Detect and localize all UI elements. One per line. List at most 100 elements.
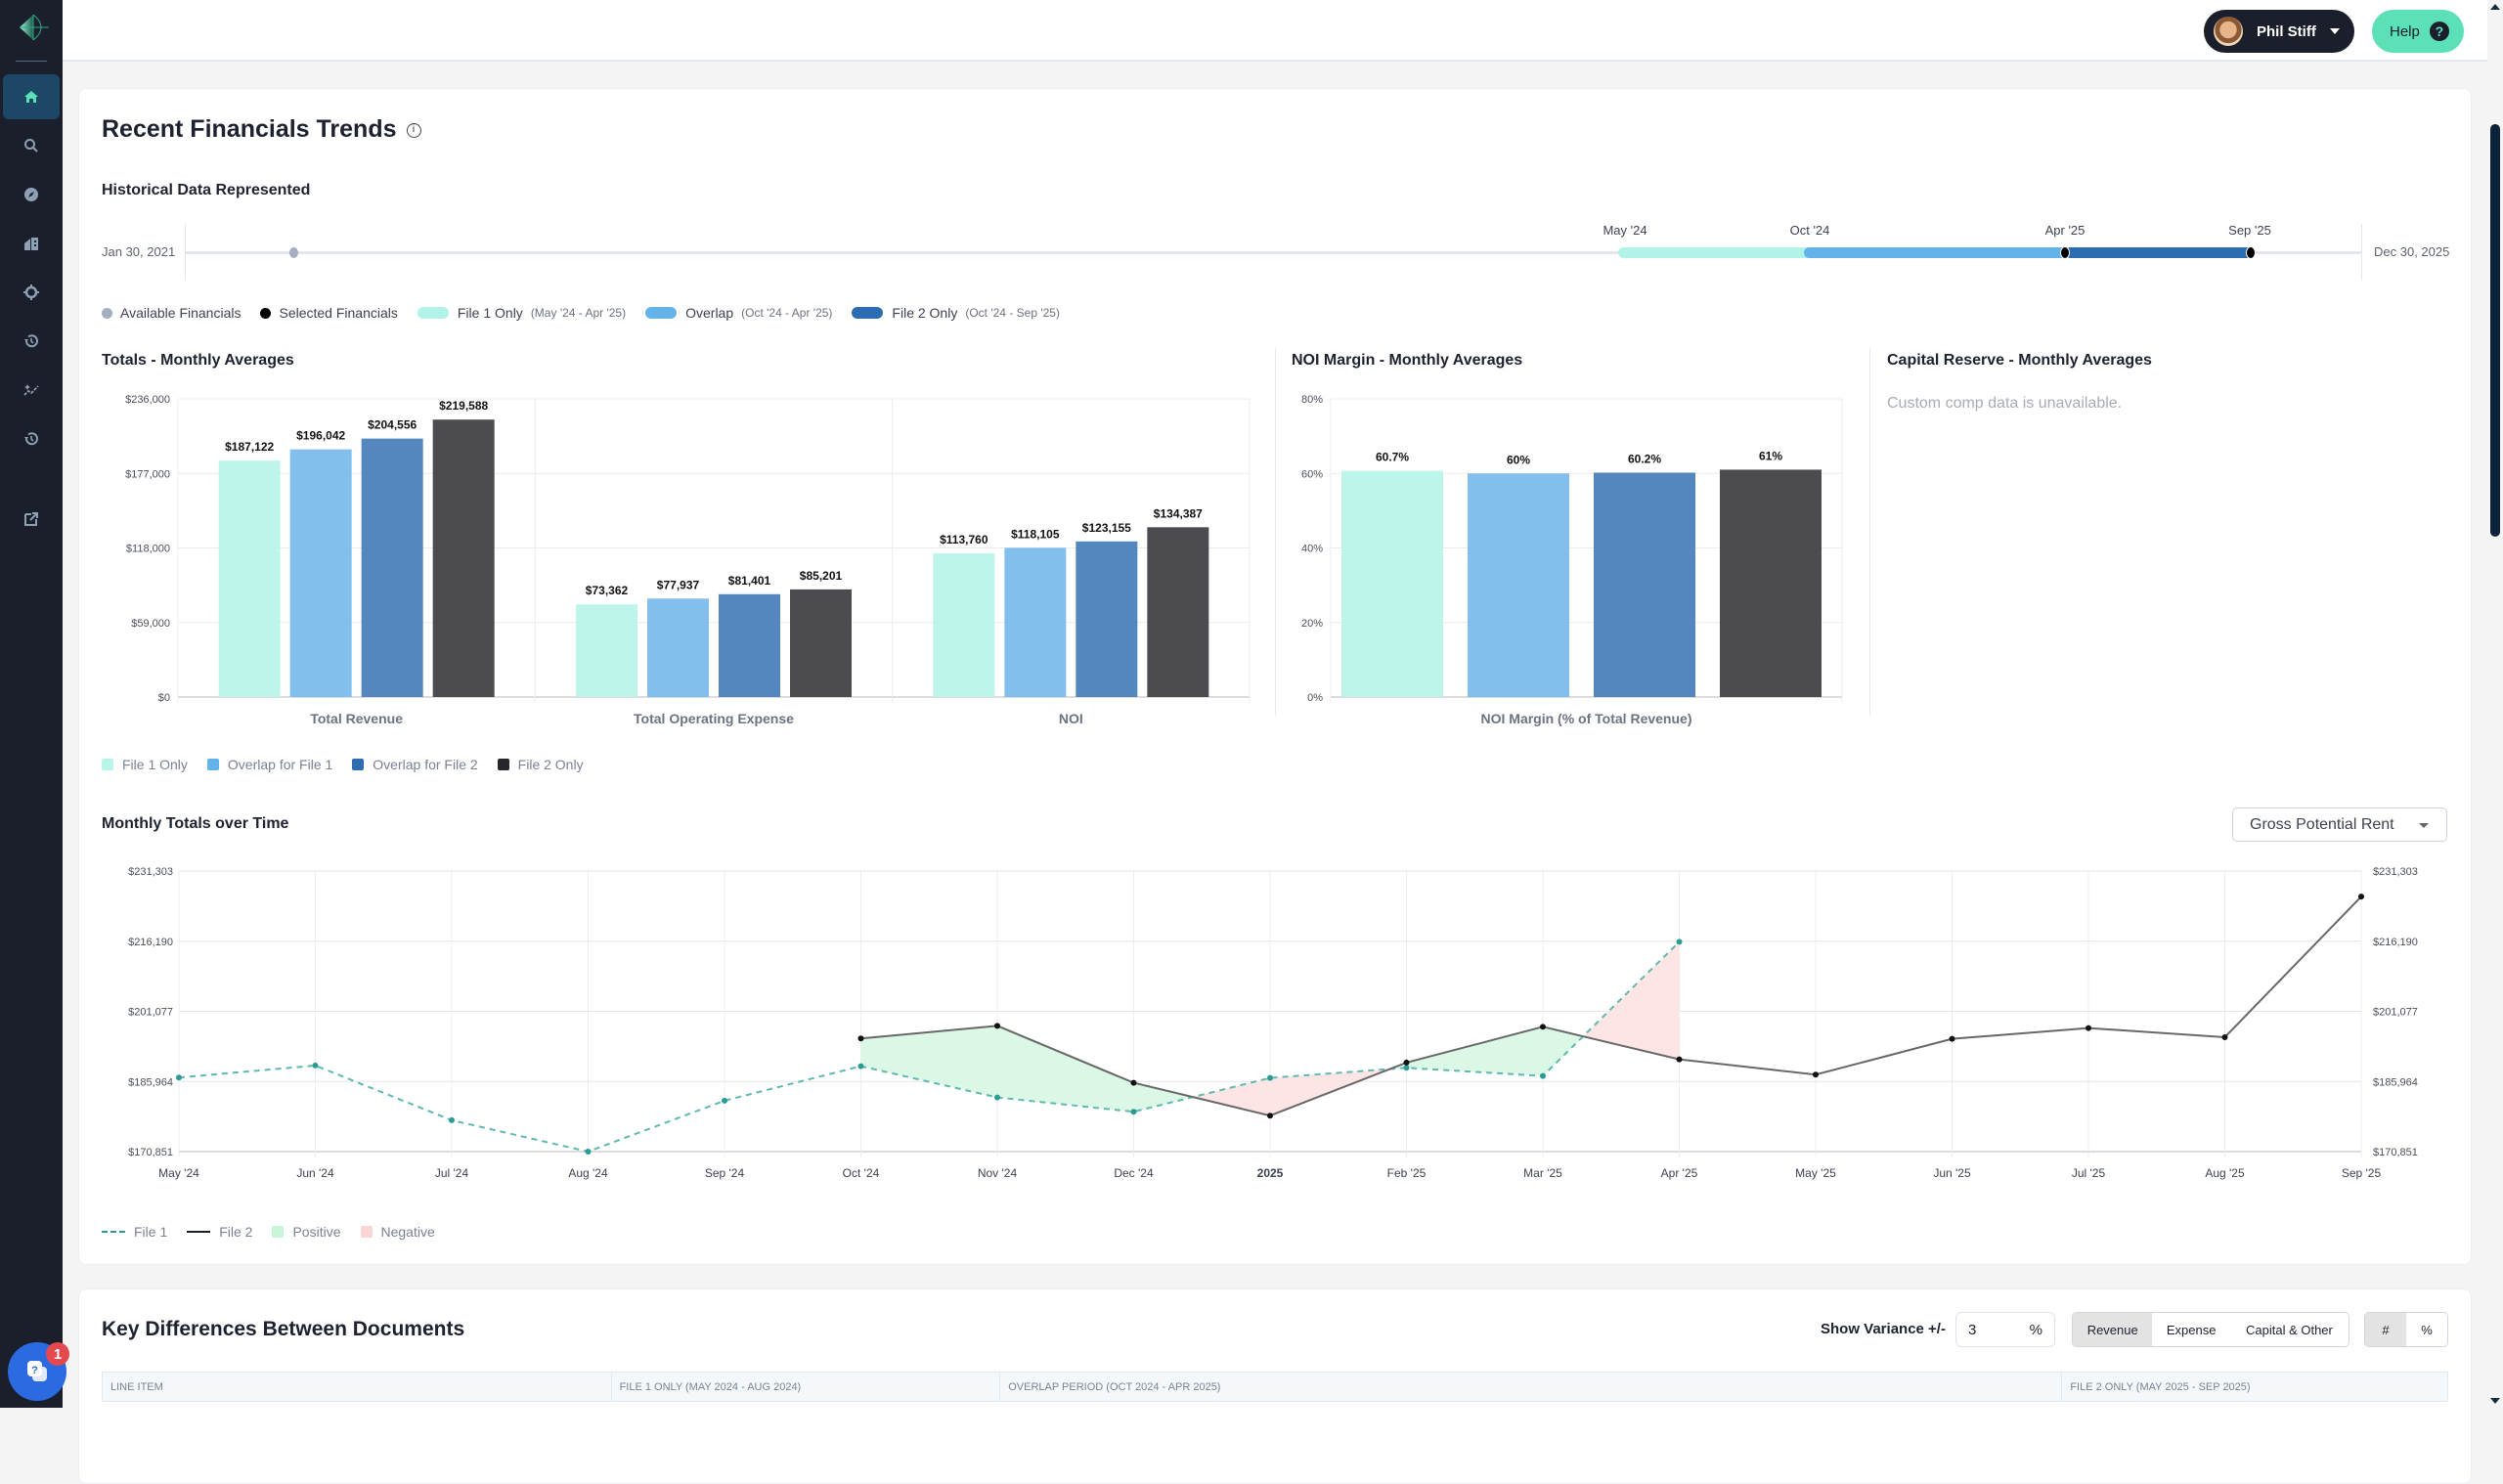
bar-value-label: $123,155: [1082, 521, 1131, 535]
scrollbar-thumb[interactable]: [2490, 124, 2500, 537]
file1-point: [585, 1149, 592, 1155]
sidebar-item-trends[interactable]: [3, 368, 60, 413]
info-icon[interactable]: i: [406, 122, 421, 138]
legend-swatch: [272, 1226, 285, 1238]
column-header[interactable]: LINE ITEM: [103, 1373, 612, 1401]
variance-label: Show Variance +/-: [1821, 1321, 1946, 1337]
legend-file1-only: File 1 Only: [102, 757, 188, 772]
user-name: Phil Stiff: [2257, 22, 2316, 40]
y-tick-label: $118,000: [126, 544, 170, 555]
legend-overlap-file2: Overlap for File 2: [352, 757, 478, 772]
x-tick-label: Oct '24: [843, 1166, 880, 1180]
scroll-up-arrow-icon[interactable]: [2490, 4, 2500, 10]
file1-point: [1130, 1109, 1137, 1115]
metric-dropdown-value: Gross Potential Rent: [2250, 815, 2394, 833]
y-tick-label-right: $185,964: [2373, 1076, 2418, 1088]
variance-input[interactable]: 3 %: [1955, 1312, 2055, 1347]
legend-swatch: [852, 307, 884, 319]
question-icon: ?: [2429, 22, 2449, 41]
bar: [1076, 541, 1138, 697]
historical-data-title: Historical Data Represented: [102, 182, 311, 198]
bar-value-label: $204,556: [368, 418, 417, 432]
app-logo[interactable]: [16, 12, 51, 43]
x-tick-label: Jun '25: [1933, 1166, 1971, 1180]
sidebar-item-explore[interactable]: [3, 172, 60, 217]
sidebar-item-external[interactable]: [3, 497, 60, 542]
y-tick-label: 40%: [1301, 544, 1323, 555]
bar: [576, 604, 637, 697]
selected-financials-handle-start[interactable]: [2060, 246, 2070, 259]
timeline-track: [185, 251, 2361, 254]
building-icon: [24, 238, 38, 250]
category-toggle: Revenue Expense Capital & Other: [2072, 1312, 2349, 1347]
x-tick-label: 2025: [1257, 1166, 1284, 1180]
tab-revenue[interactable]: Revenue: [2073, 1313, 2153, 1346]
column-header[interactable]: FILE 2 ONLY (MAY 2025 - SEP 2025): [2070, 1380, 2251, 1393]
bar: [218, 460, 281, 697]
help-chat-icon: ?: [27, 1361, 47, 1381]
x-tick-label: Jun '24: [296, 1166, 334, 1180]
key-differences-title: Key Differences Between Documents: [102, 1318, 465, 1340]
column-header[interactable]: OVERLAP PERIOD (OCT 2024 - APR 2025): [1000, 1373, 2063, 1401]
bar: [289, 449, 352, 697]
y-tick-label-right: $170,851: [2373, 1147, 2418, 1158]
help-button[interactable]: Help ?: [2372, 10, 2464, 53]
file1-point: [857, 1063, 864, 1069]
y-tick-label-left: $216,190: [128, 937, 173, 948]
file2-point: [1130, 1079, 1137, 1086]
noi-margin-bar-chart: 0% 20% 40% 60% 80% 60.7% 60% 60.2% 61% NOI Margin…: [1301, 394, 1843, 726]
selected-financials-handle-end[interactable]: [2246, 246, 2256, 259]
legend-label: Positive: [292, 1224, 341, 1240]
sidebar-item-search[interactable]: [3, 123, 60, 168]
file1-point: [994, 1094, 1000, 1101]
x-tick-label: Feb '25: [1387, 1166, 1427, 1180]
tab-percent[interactable]: %: [2406, 1313, 2447, 1346]
bar-value-label: 60%: [1507, 453, 1530, 466]
bar: [719, 593, 780, 697]
available-financials-dot[interactable]: [289, 247, 298, 258]
tab-number[interactable]: #: [2365, 1313, 2406, 1346]
chevron-down-icon: [2419, 823, 2429, 828]
key-differences-table-header: LINE ITEM FILE 1 ONLY (MAY 2024 - AUG 20…: [102, 1372, 2448, 1402]
timeline-legend: Available Financials Selected Financials…: [102, 305, 1079, 321]
tab-capital-other[interactable]: Capital & Other: [2229, 1313, 2349, 1346]
metric-dropdown[interactable]: Gross Potential Rent: [2232, 807, 2447, 842]
file1-point: [722, 1097, 727, 1104]
bar-value-label: $77,937: [657, 578, 700, 591]
sidebar: [0, 0, 63, 1408]
scroll-down-arrow-icon[interactable]: [2490, 1398, 2500, 1404]
file2-point: [1949, 1035, 1955, 1042]
section-divider: [1275, 348, 1276, 716]
legend-label: Available Financials: [120, 305, 242, 321]
column-header[interactable]: FILE 1 ONLY (MAY 2024 - AUG 2024): [612, 1373, 1001, 1401]
y-tick-label-left: $201,077: [128, 1007, 173, 1019]
sidebar-item-history-2[interactable]: [3, 416, 60, 461]
sidebar-item-properties[interactable]: [3, 221, 60, 266]
sidebar-item-location[interactable]: [3, 270, 60, 315]
legend-available-financials: Available Financials: [102, 305, 241, 321]
line-chart-legend: File 1 File 2 Positive Negative: [102, 1224, 455, 1240]
y-tick-label: 20%: [1301, 618, 1323, 630]
sidebar-item-history[interactable]: [3, 319, 60, 364]
compass-icon: [24, 188, 38, 201]
variance-value: 3: [1968, 1321, 1977, 1338]
timeline-end-tick: [2361, 224, 2362, 281]
legend-label: Negative: [380, 1224, 435, 1240]
history-icon: [24, 432, 38, 446]
tab-expense[interactable]: Expense: [2152, 1313, 2230, 1346]
y-tick-label: $236,000: [125, 394, 170, 406]
legend-overlap-file1: Overlap for File 1: [206, 757, 332, 772]
x-tick-label: Jul '24: [435, 1166, 469, 1180]
bar-value-label: $85,201: [800, 569, 843, 583]
legend-swatch: [352, 759, 365, 770]
timeline-marker-label: Apr '25: [2044, 223, 2086, 238]
timeline-marker-label: Oct '24: [1789, 223, 1830, 238]
bar: [933, 552, 995, 697]
user-menu-button[interactable]: Phil Stiff: [2204, 10, 2354, 53]
search-icon: [24, 139, 38, 153]
timeline-overlap-segment: [1804, 247, 2070, 258]
sidebar-item-home[interactable]: [3, 74, 60, 119]
file2-point: [1540, 1024, 1546, 1030]
legend-label: File 1 Only: [457, 305, 523, 321]
y-tick-label-right: $231,303: [2373, 866, 2418, 878]
